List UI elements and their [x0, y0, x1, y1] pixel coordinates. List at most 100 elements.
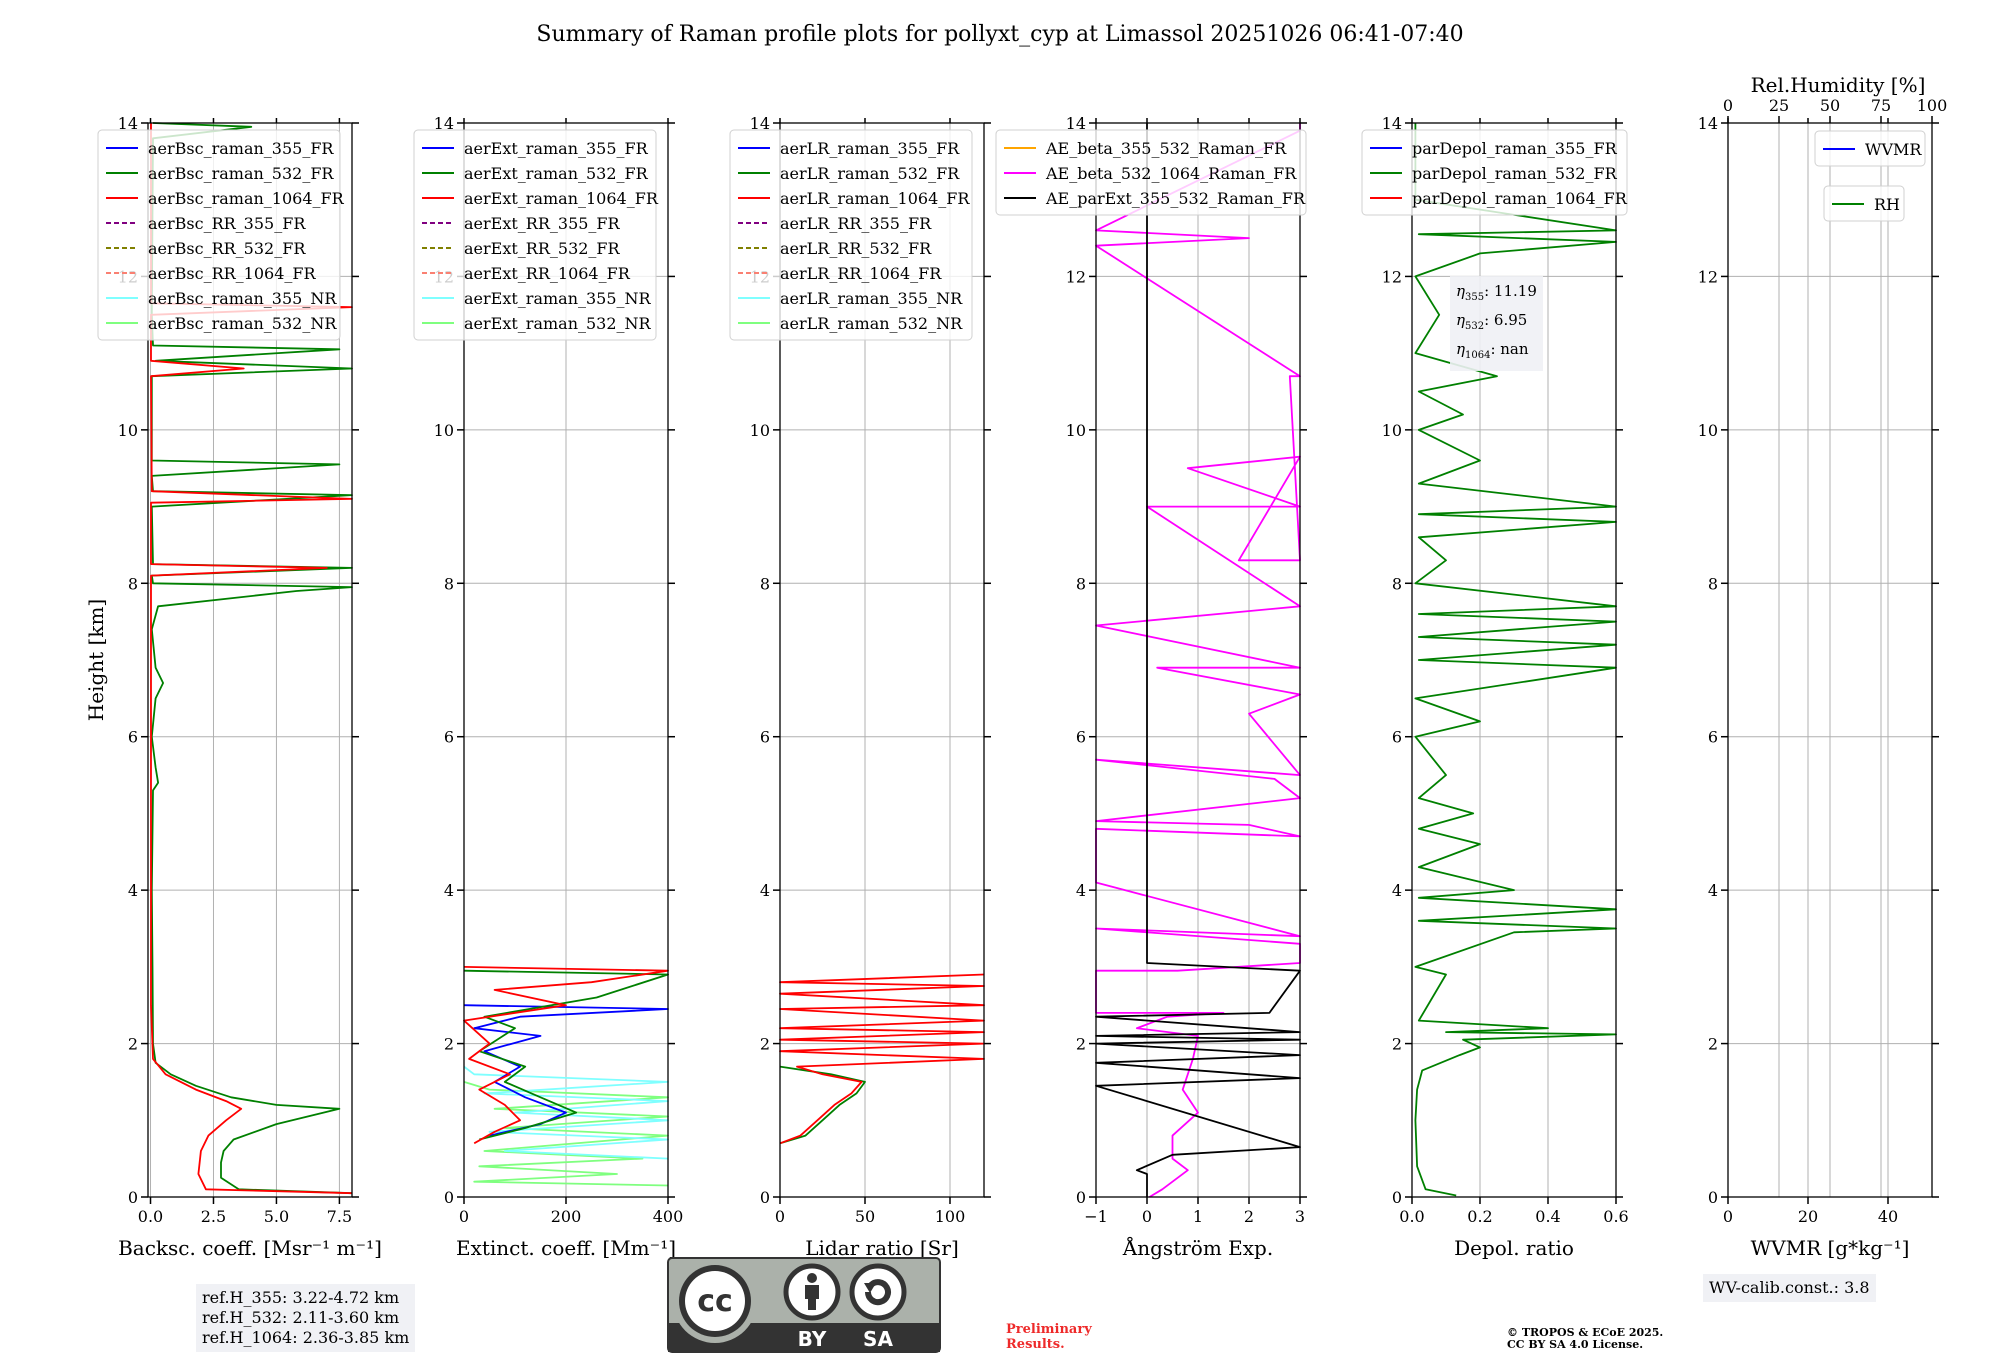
legend-entry: aerBsc_RR_355_FR [148, 214, 306, 233]
x2-tick-label: 100 [1917, 96, 1948, 115]
legend-entry: aerLR_RR_355_FR [780, 214, 932, 233]
legend-box [97, 129, 341, 341]
y-tick-label: 6 [444, 728, 454, 747]
legend-entry: aerBsc_RR_1064_FR [148, 264, 317, 283]
y-tick-label: 8 [1076, 574, 1086, 593]
y-tick-label: 12 [1698, 267, 1718, 286]
legend-entry: aerLR_raman_532_FR [780, 164, 960, 183]
copyright-note: © TROPOS & ECoE 2025. CC BY SA 4.0 Licen… [1507, 1326, 1664, 1351]
eta-1064: η1064: nan [1456, 340, 1529, 361]
svg-text:cc: cc [697, 1284, 733, 1319]
x2-tick-label: 0 [1723, 96, 1733, 115]
y-tick-label: 2 [760, 1035, 770, 1054]
x-tick-label: 0 [775, 1207, 785, 1226]
legend-entry: aerBsc_raman_355_FR [148, 139, 334, 158]
x-tick-label: 20 [1798, 1207, 1818, 1226]
y-tick-label: 10 [118, 421, 138, 440]
legend-entry: aerLR_RR_1064_FR [780, 264, 942, 283]
legend: AE_beta_355_532_Raman_FR AE_beta_532_1064… [995, 129, 1307, 216]
legend-entry: aerExt_RR_355_FR [464, 214, 621, 233]
cc-by-sa-badge: cc BY SA [667, 1257, 941, 1353]
series-aerBsc_raman_532_FR [150, 122, 353, 1195]
legend-box [413, 129, 657, 341]
axes-frame [147, 122, 353, 1198]
panel-lidar_ratio: 05010002468101214Lidar ratio [Sr]aerLR_r… [729, 114, 991, 1260]
legend-entry: AE_beta_355_532_Raman_FR [1045, 139, 1287, 158]
y-tick-label: 14 [118, 114, 138, 133]
x-tick-label: 1 [1193, 1207, 1203, 1226]
series-parDepol_raman_532_FR [1414, 123, 1617, 1197]
x-tick-label: 0 [1142, 1207, 1152, 1226]
y-tick-label: 4 [1708, 881, 1718, 900]
y-tick-label: 0 [1392, 1188, 1402, 1207]
ref-height-1064: ref.H_1064: 2.36-3.85 km [202, 1328, 410, 1347]
y-tick-label: 8 [1708, 574, 1718, 593]
eta-box: η355: 11.19 η532: 6.95 η1064: nan [1450, 276, 1543, 371]
y-tick-label: 4 [128, 881, 138, 900]
x-tick-label: 0.0 [138, 1207, 163, 1226]
y-tick-label: 2 [1076, 1035, 1086, 1054]
legend-rh: RH [1823, 185, 1905, 222]
x-axis-label: Ångström Exp. [1122, 1235, 1273, 1260]
x-tick-label: 40 [1878, 1207, 1898, 1226]
wv-calibration-box: WV-calib.const.: 3.8 [1703, 1274, 1876, 1302]
legend-wvmr: WVMR [1814, 130, 1926, 167]
x2-tick-label: 50 [1820, 96, 1840, 115]
y-tick-label: 14 [1698, 114, 1718, 133]
eta-532: η532: 6.95 [1456, 311, 1528, 332]
y-tick-label: 10 [1066, 421, 1086, 440]
panel-extinction: 020040002468101214Extinct. coeff. [Mm⁻¹]… [413, 114, 683, 1260]
y-tick-label: 10 [1382, 421, 1402, 440]
legend-entry: aerExt_raman_355_FR [464, 139, 649, 158]
y-tick-label: 0 [760, 1188, 770, 1207]
y-tick-label: 12 [1382, 267, 1402, 286]
x2-tick-label: 25 [1769, 96, 1789, 115]
legend-box [1361, 129, 1628, 216]
y-tick-label: 8 [760, 574, 770, 593]
series-aerBsc_raman_1064_FR [150, 123, 353, 1195]
legend-entry: aerExt_raman_355_NR [464, 289, 652, 308]
y-tick-label: 0 [444, 1188, 454, 1207]
y-tick-label: 14 [1382, 114, 1402, 133]
y-tick-label: 10 [434, 421, 454, 440]
y-tick-label: 2 [1392, 1035, 1402, 1054]
x-tick-label: 0.4 [1535, 1207, 1560, 1226]
legend-entry: aerLR_raman_1064_FR [780, 189, 970, 208]
x-axis-label: Depol. ratio [1454, 1236, 1574, 1260]
y-tick-label: 4 [1076, 881, 1086, 900]
y-tick-label: 8 [1392, 574, 1402, 593]
figure-title: Summary of Raman profile plots for polly… [536, 22, 1464, 47]
series-aerExt_raman_1064_FR [463, 966, 669, 1145]
legend: parDepol_raman_355_FR parDepol_raman_532_… [1361, 129, 1628, 216]
legend-box [995, 129, 1307, 216]
legend-entry: AE_parExt_355_532_Raman_FR [1045, 189, 1306, 208]
legend: aerBsc_raman_355_FR aerBsc_raman_532_FRae… [97, 129, 345, 341]
y-tick-label: 6 [760, 728, 770, 747]
y-tick-label: 14 [750, 114, 770, 133]
axes-frame [779, 122, 985, 1198]
y-tick-label: 6 [128, 728, 138, 747]
y-axis-label: Height [km] [84, 599, 108, 721]
y-tick-label: 0 [1708, 1188, 1718, 1207]
legend-entry: aerLR_raman_355_FR [780, 139, 960, 158]
cc-sa-label: SA [863, 1327, 893, 1351]
x-axis-label: Lidar ratio [Sr] [805, 1236, 959, 1260]
series-aerExt_raman_355_NR [463, 1065, 669, 1160]
y-tick-label: 6 [1076, 728, 1086, 747]
x-tick-label: −1 [1084, 1207, 1108, 1226]
x2-tick-label: 75 [1871, 96, 1891, 115]
series-AE_parExt_355_532_Raman_FR [1095, 123, 1301, 1197]
preliminary-note: Preliminary Results. [1006, 1322, 1092, 1352]
legend: aerLR_raman_355_FR aerLR_raman_532_FR aerL… [729, 129, 973, 341]
x-tick-label: 0 [459, 1207, 469, 1226]
legend-entry: AE_beta_532_1064_Raman_FR [1045, 164, 1297, 183]
x-tick-label: 2 [1244, 1207, 1254, 1226]
y-tick-label: 4 [760, 881, 770, 900]
legend-entry: parDepol_raman_532_FR [1412, 164, 1618, 183]
cc-by-label: BY [798, 1327, 827, 1351]
ref-height-532: ref.H_532: 2.11-3.60 km [202, 1308, 400, 1327]
y-tick-label: 8 [128, 574, 138, 593]
